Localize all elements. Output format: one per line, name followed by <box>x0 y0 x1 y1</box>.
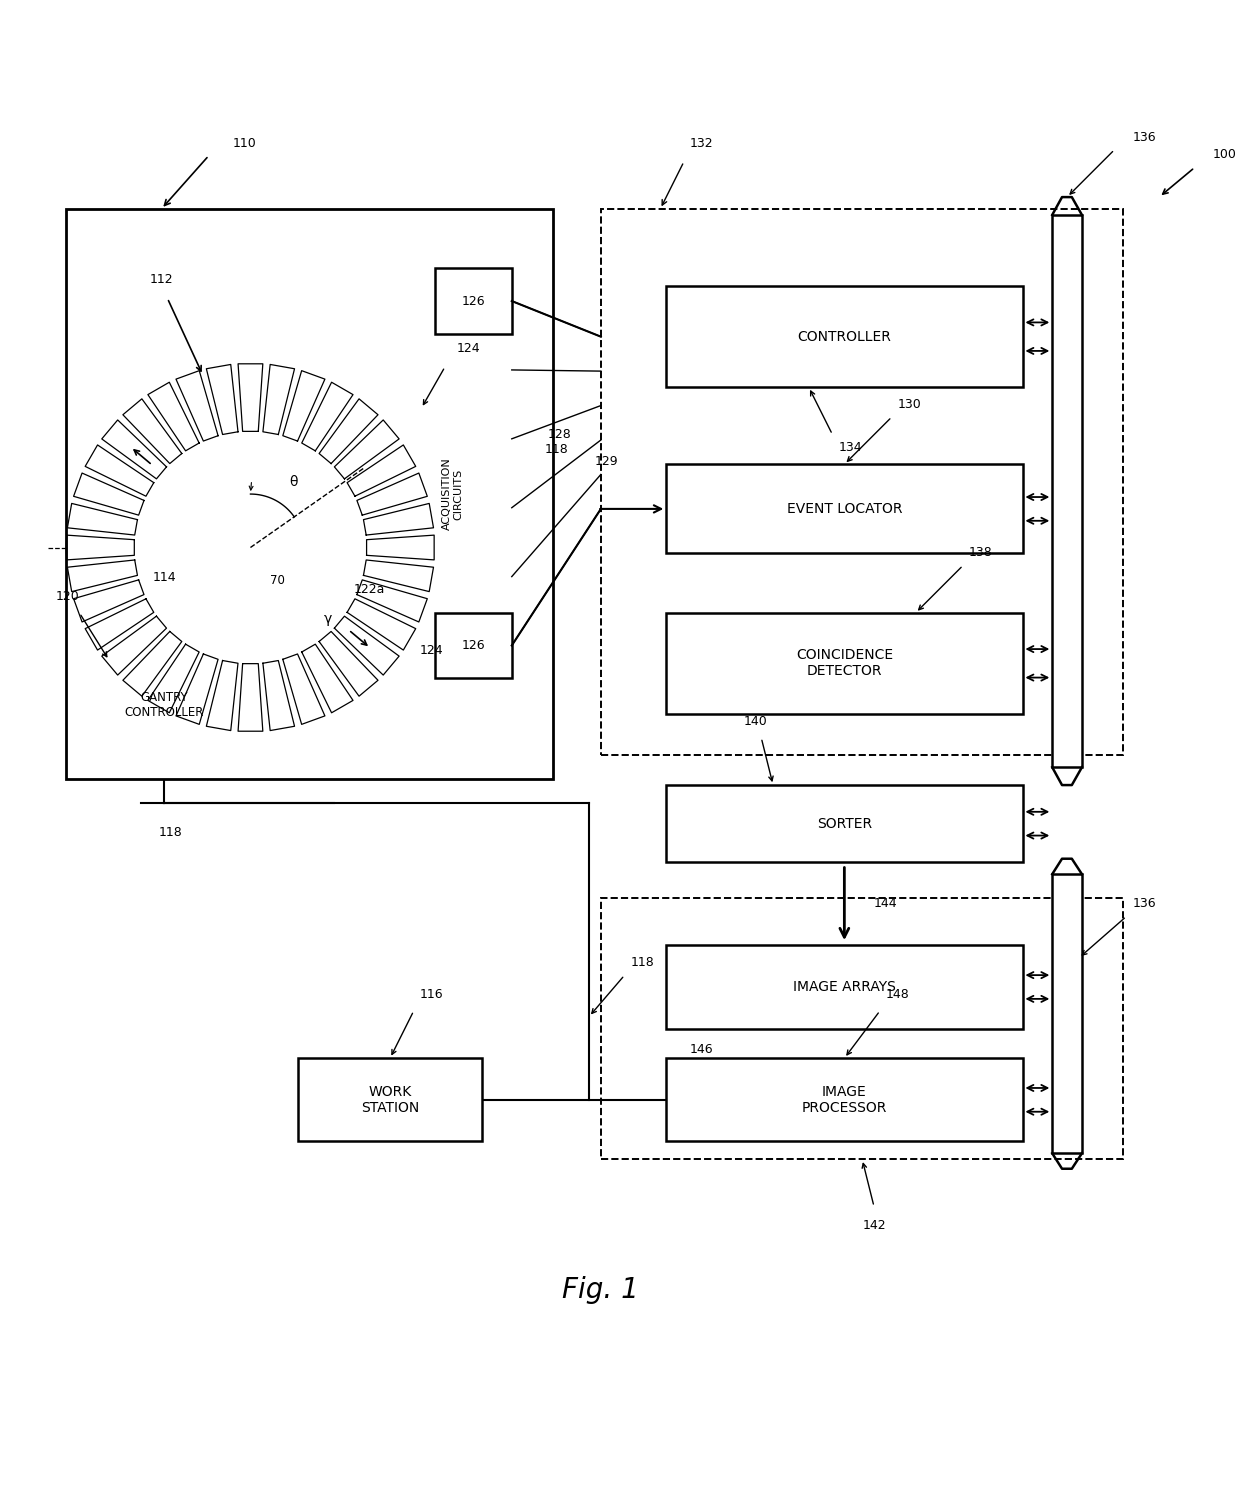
Bar <box>66 210 553 779</box>
Text: 70: 70 <box>270 574 285 587</box>
Text: γ: γ <box>324 611 332 626</box>
Text: 124: 124 <box>419 644 443 657</box>
Text: 144: 144 <box>874 897 898 910</box>
Text: SORTER: SORTER <box>817 816 872 831</box>
Text: 120: 120 <box>56 590 79 604</box>
Bar <box>601 210 1123 755</box>
Text: 128: 128 <box>547 428 572 442</box>
Text: 142: 142 <box>862 1219 885 1231</box>
Bar <box>298 1059 482 1142</box>
Text: 110: 110 <box>233 137 257 150</box>
Text: Fig. 1: Fig. 1 <box>563 1276 640 1304</box>
Text: 122a: 122a <box>353 583 384 596</box>
Bar <box>434 613 512 678</box>
Text: 100: 100 <box>1213 149 1236 162</box>
Bar <box>434 268 512 333</box>
Bar <box>601 898 1123 1160</box>
Text: 126: 126 <box>461 294 485 308</box>
Text: 136: 136 <box>1132 131 1156 144</box>
Text: 118: 118 <box>544 443 568 457</box>
Text: 140: 140 <box>744 715 768 729</box>
Text: IMAGE ARRAYS: IMAGE ARRAYS <box>792 980 895 993</box>
Bar <box>666 785 1023 862</box>
Text: 112: 112 <box>150 274 174 286</box>
Bar <box>72 660 257 749</box>
Text: θ: θ <box>290 476 298 489</box>
Text: EVENT LOCATOR: EVENT LOCATOR <box>786 503 903 516</box>
Bar <box>666 286 1023 387</box>
Text: GANTRY
CONTROLLER: GANTRY CONTROLLER <box>125 691 205 718</box>
Text: CONTROLLER: CONTROLLER <box>797 330 892 343</box>
Text: 116: 116 <box>419 989 444 1001</box>
Text: 114: 114 <box>153 571 177 584</box>
Text: 136: 136 <box>1132 897 1156 910</box>
Text: 118: 118 <box>159 827 182 839</box>
Bar <box>1053 216 1083 767</box>
Bar <box>1053 874 1083 1154</box>
Text: 146: 146 <box>689 1044 714 1056</box>
Text: 124: 124 <box>456 342 481 355</box>
Text: 129: 129 <box>595 455 619 468</box>
Text: 148: 148 <box>885 989 910 1001</box>
Text: 138: 138 <box>970 546 993 559</box>
Text: 132: 132 <box>689 137 713 150</box>
Bar <box>666 613 1023 714</box>
Text: 126: 126 <box>461 639 485 651</box>
Text: 134: 134 <box>838 440 862 454</box>
Text: COINCIDENCE
DETECTOR: COINCIDENCE DETECTOR <box>796 648 893 678</box>
Bar <box>399 233 506 755</box>
Text: IMAGE
PROCESSOR: IMAGE PROCESSOR <box>802 1084 887 1115</box>
Text: ACQUISITION
CIRCUITS: ACQUISITION CIRCUITS <box>441 458 464 531</box>
Bar <box>666 464 1023 553</box>
Text: 130: 130 <box>898 399 921 410</box>
Text: WORK
STATION: WORK STATION <box>361 1084 419 1115</box>
Bar <box>666 946 1023 1029</box>
Text: 118: 118 <box>631 956 655 970</box>
Bar <box>666 1059 1023 1142</box>
